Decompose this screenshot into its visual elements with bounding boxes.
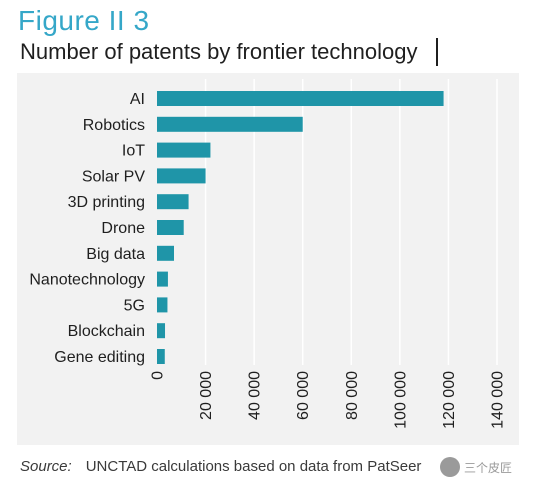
category-label: Drone bbox=[101, 220, 145, 237]
x-tick-label: 60 000 bbox=[295, 371, 312, 420]
source-text: UNCTAD calculations based on data from P… bbox=[85, 458, 422, 475]
source-label: Source: bbox=[20, 458, 72, 475]
category-label: Nanotechnology bbox=[29, 272, 145, 289]
x-tick-label: 100 000 bbox=[392, 371, 409, 429]
bar bbox=[157, 168, 206, 184]
bar bbox=[157, 297, 168, 313]
category-label: Big data bbox=[86, 246, 145, 263]
bar bbox=[157, 349, 165, 364]
source-note: Source: UNCTAD calculations based on data… bbox=[20, 457, 421, 477]
bar bbox=[157, 220, 184, 235]
x-tick-label: 40 000 bbox=[247, 371, 264, 420]
category-label: Robotics bbox=[83, 117, 145, 134]
text-cursor bbox=[436, 38, 438, 66]
x-tick-label: 0 bbox=[150, 371, 167, 380]
x-tick-label: 140 000 bbox=[490, 371, 507, 429]
x-tick-label: 120 000 bbox=[441, 371, 458, 429]
category-label: Solar PV bbox=[82, 168, 145, 185]
category-label: 5G bbox=[124, 297, 145, 314]
bar bbox=[157, 194, 189, 210]
category-label: 3D printing bbox=[68, 194, 145, 211]
watermark-logo-icon bbox=[440, 457, 460, 477]
category-label: Gene editing bbox=[54, 349, 145, 366]
figure-label: Figure II 3 bbox=[18, 5, 150, 36]
x-tick-label: 80 000 bbox=[344, 371, 361, 420]
bar bbox=[157, 271, 168, 287]
chart-panel: AI Robotics IoT Solar PV 3D printing Drone Big… bbox=[17, 73, 519, 445]
bar bbox=[157, 91, 444, 106]
chart-title: Number of patents by frontier technology bbox=[20, 39, 418, 64]
category-label: IoT bbox=[122, 143, 145, 160]
bar bbox=[157, 142, 211, 158]
watermark: 三个皮匠 bbox=[440, 452, 546, 482]
category-label: Blockchain bbox=[68, 323, 145, 340]
bar bbox=[157, 323, 166, 339]
category-label: AI bbox=[130, 91, 145, 108]
watermark-text: 三个皮匠 bbox=[464, 460, 513, 475]
bar-chart: AI Robotics IoT Solar PV 3D printing Drone Big… bbox=[29, 79, 507, 429]
bar bbox=[157, 116, 303, 132]
x-tick-label: 20 000 bbox=[198, 371, 215, 420]
bar bbox=[157, 245, 174, 261]
